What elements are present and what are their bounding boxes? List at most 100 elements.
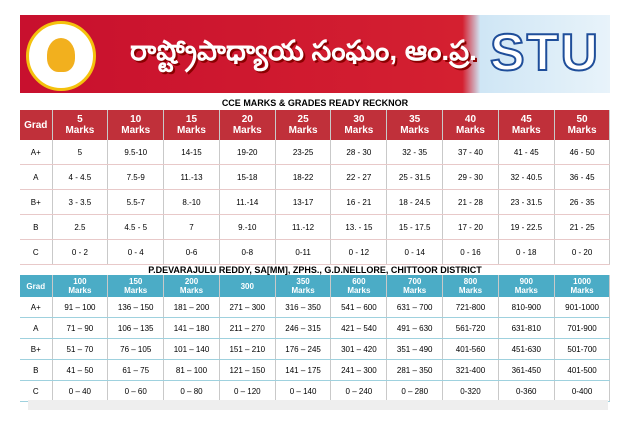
cell: 5.5-7 [107, 189, 165, 215]
row: B 2.5 4.5 - 5 7 9.-10 11.-12 13. - 15 15 - 17.5… [20, 214, 611, 240]
column-header: 200 Marks [163, 275, 220, 297]
cell: 19-20 [219, 140, 276, 165]
grade: A+ [20, 140, 53, 165]
column-header: 40 Marks [442, 110, 499, 140]
table: Grad 100 Marks 150 Marks 200 Marks 300 350 Marks 6… [20, 275, 611, 402]
cell: 23-25 [275, 140, 332, 165]
cell: 281 – 350 [386, 359, 444, 381]
cell: 0 – 60 [107, 380, 165, 402]
column-header: 50 Marks [554, 110, 611, 140]
column-header: 35 Marks [386, 110, 444, 140]
cell: 901-1000 [554, 297, 611, 318]
cell: 631-810 [498, 317, 555, 339]
column-header: 600 Marks [330, 275, 388, 297]
cell: 141 – 175 [275, 359, 332, 381]
cell: 0 – 280 [386, 380, 444, 402]
column-header: 10 Marks [107, 110, 165, 140]
cell: 41 – 50 [52, 359, 109, 381]
cell: 501-700 [554, 338, 611, 360]
cell: 721-800 [442, 297, 499, 318]
cell: 8.-10 [163, 189, 220, 215]
column-header: Grad [20, 275, 53, 297]
header-row: Grad 5 Marks 10 Marks 15 Marks 20 Marks 25 Marks 30… [20, 110, 611, 140]
cell: 9.5-10 [107, 140, 165, 165]
cell: 0 – 80 [163, 380, 220, 402]
row: B+ 3 - 3.5 5.5-7 8.-10 11.-14 13-17 16 - 21 18 … [20, 189, 611, 215]
column-header: 100 Marks [52, 275, 109, 297]
cell: 0-360 [498, 380, 555, 402]
badge: STU [489, 23, 600, 83]
cell: 21 - 28 [442, 189, 499, 215]
cell: 451-630 [498, 338, 555, 360]
cell: 0 - 18 [498, 239, 555, 265]
header-row: Grad 100 Marks 150 Marks 200 Marks 300 350 Marks 6… [20, 275, 611, 297]
row: B+ 51 – 70 76 – 105 101 – 140 151 – 210 176 –… [20, 338, 611, 360]
grade: B [20, 214, 53, 240]
cell: 23 - 31.5 [498, 189, 555, 215]
cell: 0 – 40 [52, 380, 109, 402]
cell: 9.-10 [219, 214, 276, 240]
logo [26, 21, 96, 91]
cell: 61 – 75 [107, 359, 165, 381]
column-header: 800 Marks [442, 275, 499, 297]
row: A 71 – 90 106 – 135 141 – 180 211 – 270 246 –… [20, 317, 611, 339]
title: CCE MARKS & GRADES READY RECKNOR [221, 98, 409, 108]
cell: 2.5 [52, 214, 109, 240]
cell: 37 - 40 [442, 140, 499, 165]
cell: 71 – 90 [52, 317, 109, 339]
cell: 361-450 [498, 359, 555, 381]
cell: 26 - 35 [554, 189, 611, 215]
cell: 22 - 27 [330, 164, 388, 190]
cell: 0 - 4 [107, 239, 165, 265]
cell: 0 – 240 [330, 380, 388, 402]
column-header: 300 [219, 275, 276, 297]
cell: 4 - 4.5 [52, 164, 109, 190]
row: B 41 – 50 61 – 75 81 – 100 121 – 150 141 – 17… [20, 359, 611, 381]
cell: 810-900 [498, 297, 555, 318]
cell: 0 – 140 [275, 380, 332, 402]
column-header: 15 Marks [163, 110, 220, 140]
cell: 91 – 100 [52, 297, 109, 318]
grade: B+ [20, 338, 53, 360]
cell: 631 – 700 [386, 297, 444, 318]
footer-bar [28, 400, 608, 410]
cell: 7 [163, 214, 220, 240]
cell: 3 - 3.5 [52, 189, 109, 215]
cell: 0-11 [275, 239, 332, 265]
cell: 16 - 21 [330, 189, 388, 215]
cell: 176 – 245 [275, 338, 332, 360]
cell: 18-22 [275, 164, 332, 190]
cell: 0-8 [219, 239, 276, 265]
column-header: 5 Marks [52, 110, 109, 140]
cell: 136 – 150 [107, 297, 165, 318]
column-header: 150 Marks [107, 275, 165, 297]
banner: రాష్ట్రోపాధ్యాయ సంఘం, ఆం.ప్ర. STU [20, 15, 610, 93]
cell: 15 - 17.5 [386, 214, 444, 240]
cell: 151 – 210 [219, 338, 276, 360]
cell: 271 – 300 [219, 297, 276, 318]
cell: 11.-13 [163, 164, 220, 190]
cell: 28 - 30 [330, 140, 388, 165]
cell: 701-900 [554, 317, 611, 339]
cell: 14-15 [163, 140, 220, 165]
cell: 0-400 [554, 380, 611, 402]
column-header: 1000 Marks [554, 275, 611, 297]
cell: 11.-14 [219, 189, 276, 215]
column-header: 700 Marks [386, 275, 444, 297]
cell: 5 [52, 140, 109, 165]
cell: 4.5 - 5 [107, 214, 165, 240]
cell: 351 – 490 [386, 338, 444, 360]
column-header: 20 Marks [219, 110, 276, 140]
cell: 0 – 120 [219, 380, 276, 402]
column-header: 25 Marks [275, 110, 332, 140]
cell: 211 – 270 [219, 317, 276, 339]
cell: 101 – 140 [163, 338, 220, 360]
cell: 181 – 200 [163, 297, 220, 318]
cell: 0-6 [163, 239, 220, 265]
cell: 121 – 150 [219, 359, 276, 381]
cell: 0 - 2 [52, 239, 109, 265]
